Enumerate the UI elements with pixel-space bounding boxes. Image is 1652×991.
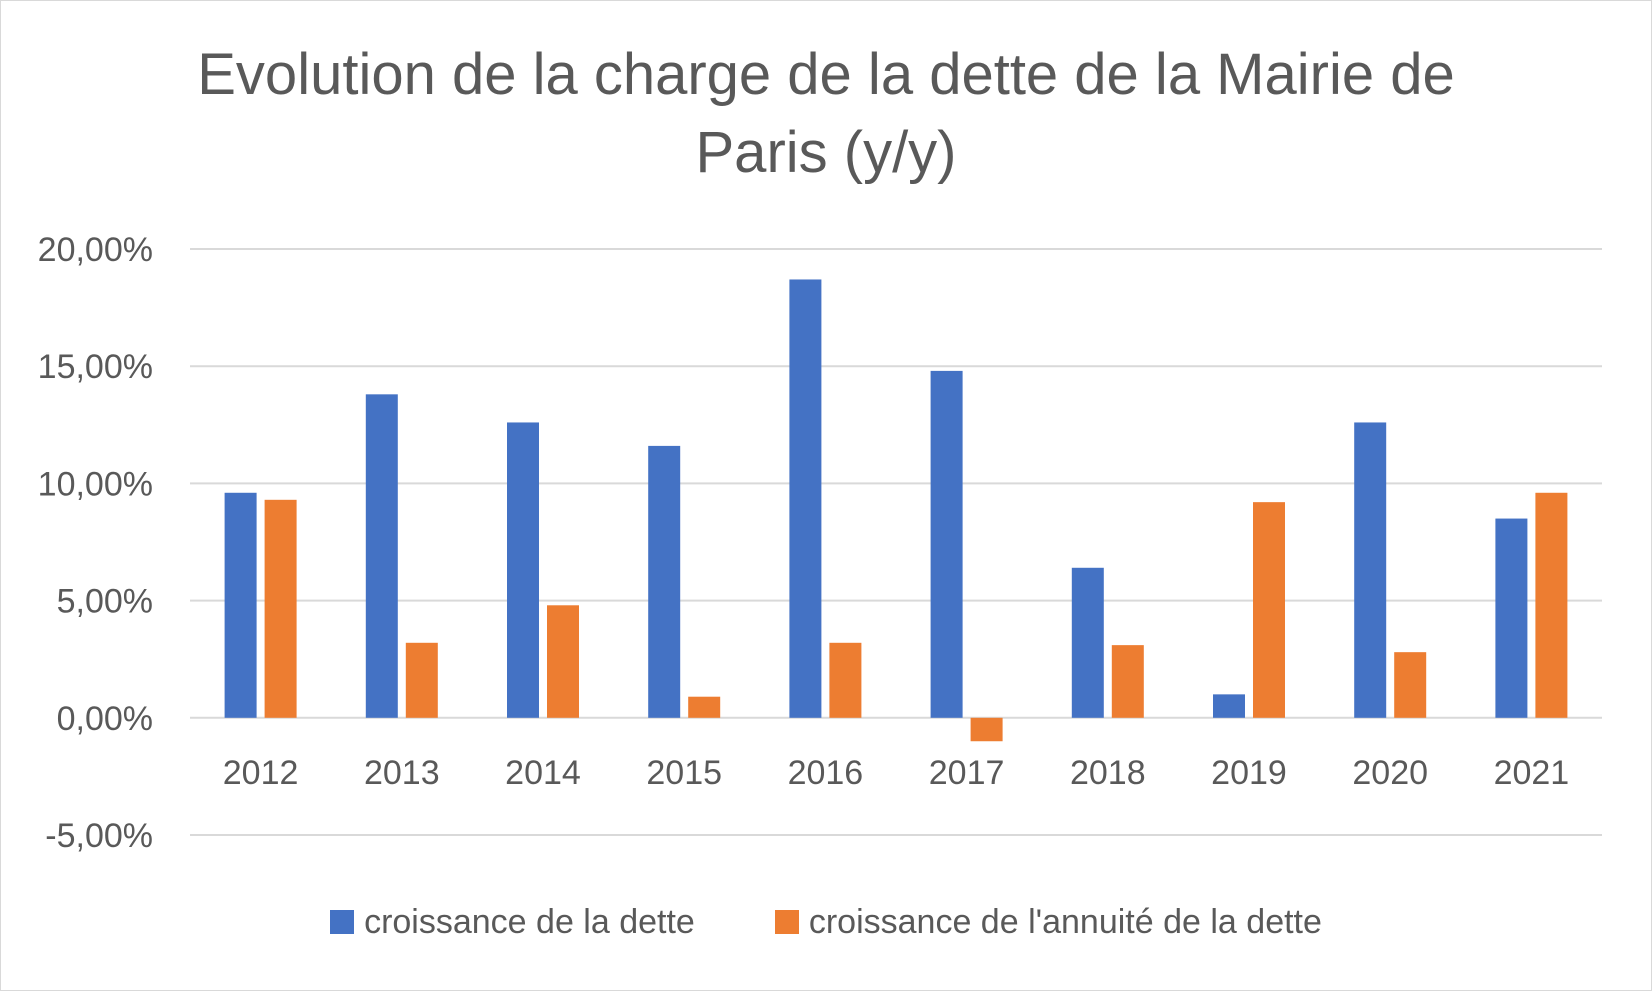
legend-swatch-series-2 — [774, 910, 799, 934]
legend-label-series-1: croissance de la dette — [364, 902, 695, 941]
bar-dette-2014[interactable] — [507, 422, 539, 718]
bar-dette-2018[interactable] — [1071, 567, 1104, 718]
legend-label-series-2: croissance de l'annuité de la dette — [808, 902, 1322, 941]
x-tick-label: 2014 — [505, 754, 581, 792]
y-tick-label: 15,00% — [38, 348, 153, 386]
x-tick-label: 2021 — [1494, 754, 1570, 792]
bar-annuite-2012[interactable] — [264, 499, 297, 718]
x-tick-label: 2018 — [1070, 754, 1146, 792]
bar-annuite-2016[interactable] — [829, 642, 862, 718]
legend-item-series-2[interactable]: croissance de l'annuité de la dette — [774, 902, 1322, 942]
bar-annuite-2013[interactable] — [405, 642, 438, 718]
y-tick-label: 10,00% — [38, 465, 153, 503]
y-tick-label: 0,00% — [57, 700, 153, 738]
bar-annuite-2020[interactable] — [1394, 652, 1427, 718]
chart-title-text: Evolution de la charge de la dette de la… — [197, 42, 1455, 185]
bars — [224, 279, 1568, 742]
bar-annuite-2021[interactable] — [1535, 492, 1568, 718]
y-tick-label: 20,00% — [38, 231, 153, 269]
legend: croissance de la dette croissance de l'a… — [0, 900, 1652, 944]
x-tick-label: 2016 — [788, 754, 864, 792]
x-tick-label: 2017 — [929, 754, 1005, 792]
chart-title: Evolution de la charge de la dette de la… — [0, 36, 1652, 192]
bar-dette-2013[interactable] — [365, 394, 398, 718]
x-tick-label: 2015 — [646, 754, 722, 792]
y-tick-label: -5,00% — [45, 817, 153, 855]
legend-swatch-series-1 — [330, 910, 355, 934]
y-axis-labels: 20,00% 15,00% 10,00% 5,00% 0,00% -5,00% — [38, 231, 153, 855]
bar-annuite-2017[interactable] — [970, 717, 1003, 742]
bar-dette-2019[interactable] — [1213, 694, 1245, 718]
bar-dette-2012[interactable] — [224, 492, 257, 718]
bar-dette-2017[interactable] — [930, 370, 963, 718]
y-tick-label: 5,00% — [57, 583, 153, 621]
bar-dette-2020[interactable] — [1354, 422, 1387, 718]
bar-annuite-2019[interactable] — [1253, 502, 1285, 718]
bar-annuite-2018[interactable] — [1111, 645, 1144, 718]
bar-dette-2021[interactable] — [1495, 518, 1528, 718]
bar-dette-2015[interactable] — [648, 445, 681, 718]
bar-annuite-2015[interactable] — [688, 696, 721, 718]
x-tick-label: 2012 — [223, 754, 299, 792]
x-axis-labels: 2012 2013 2014 2015 2016 2017 2018 2019 2020 2021 — [223, 754, 1569, 792]
x-tick-label: 2013 — [364, 754, 440, 792]
bar-dette-2016[interactable] — [789, 279, 822, 718]
x-tick-label: 2020 — [1352, 754, 1428, 792]
gridlines — [190, 248, 1602, 836]
bar-annuite-2014[interactable] — [547, 605, 579, 718]
x-tick-label: 2019 — [1211, 754, 1287, 792]
legend-item-series-1[interactable]: croissance de la dette — [330, 903, 695, 942]
